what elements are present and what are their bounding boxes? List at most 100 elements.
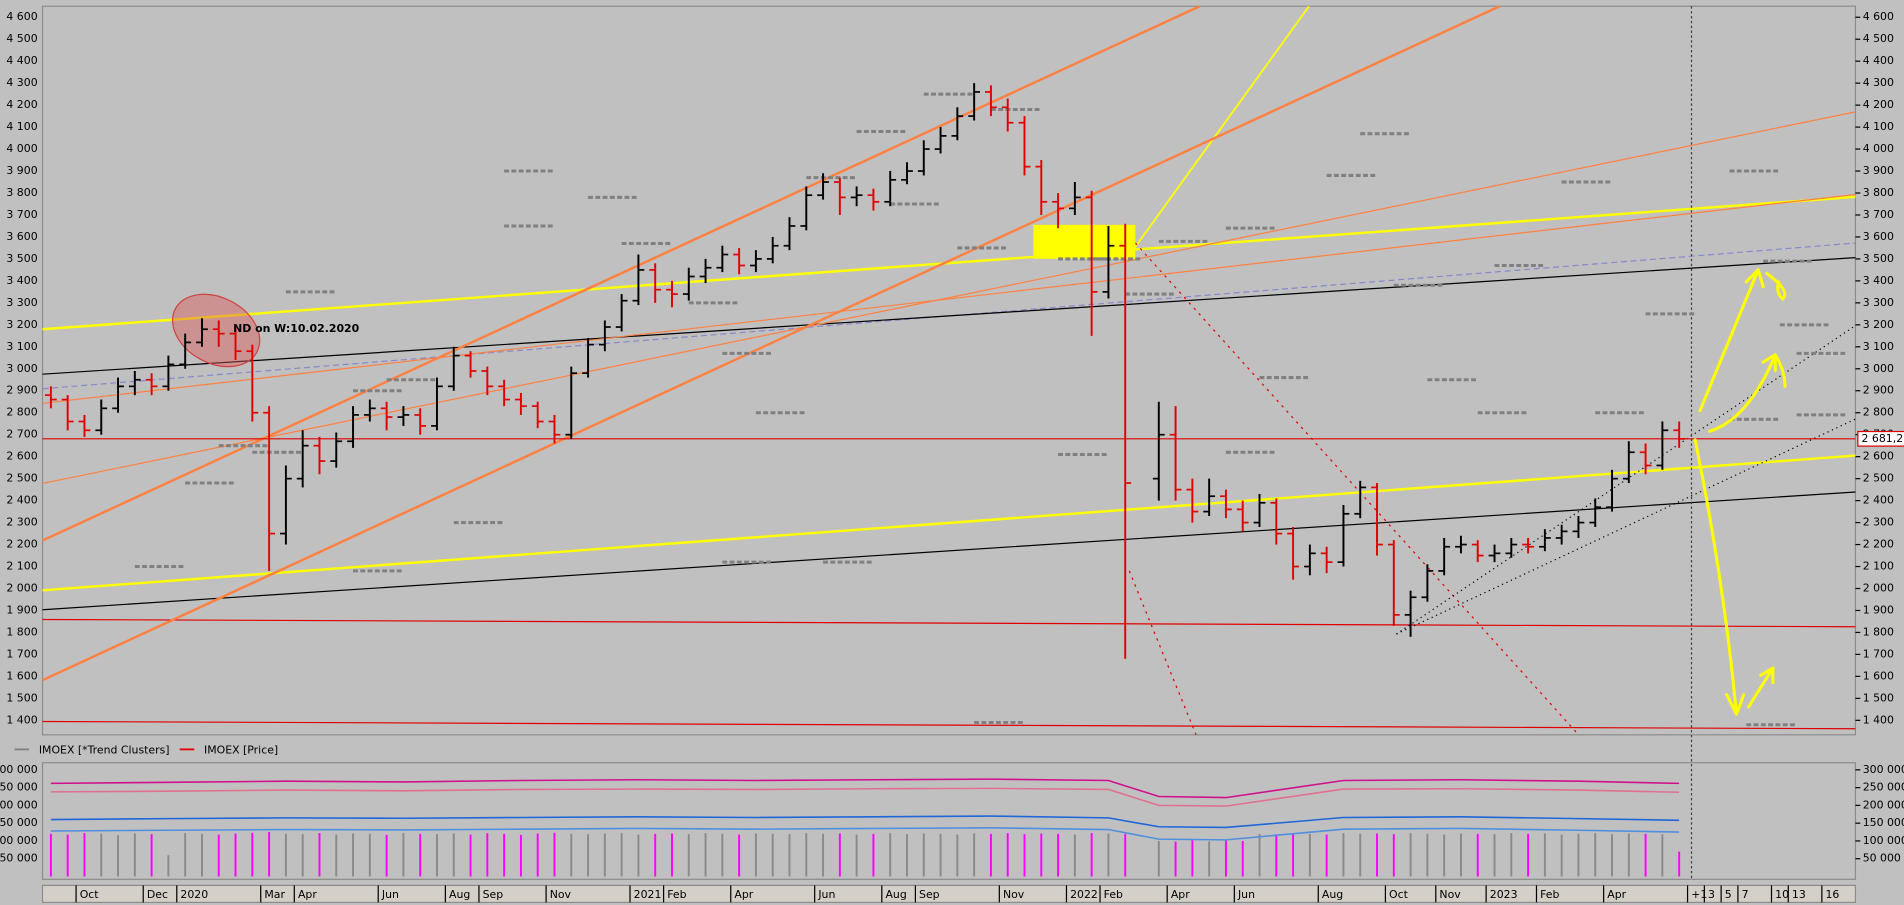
y-tick-label: 4 300 [1863, 76, 1894, 89]
y-tick-label: 2 700 [6, 428, 37, 441]
y-tick-label: 3 200 [6, 318, 37, 331]
support-line [42, 618, 1856, 628]
x-tick-label: Nov [1003, 888, 1025, 901]
y-tick-label: 2 100 [6, 560, 37, 573]
y-tick-label: 50 000 [0, 852, 38, 865]
y-tick-label: 50 000 [1863, 852, 1901, 865]
arrow [1693, 438, 1746, 716]
x-tick-label: Jun [381, 888, 399, 901]
support-line [42, 720, 1856, 730]
y-tick-label: 4 000 [6, 142, 37, 155]
x-tick-label: 13 [1792, 888, 1806, 901]
y-tick-label: 2 800 [6, 406, 37, 419]
y-tick-label: 3 300 [1863, 296, 1894, 309]
y-tick-label: 1 600 [6, 669, 37, 682]
highlight-box [1033, 224, 1136, 259]
trend-line [42, 257, 1856, 375]
y-tick-label: 1 800 [1863, 625, 1894, 638]
y-tick-label: 300 000 [1863, 763, 1904, 776]
y-tick-label: 3 600 [1863, 230, 1894, 243]
x-tick-label: 2023 [1490, 888, 1518, 901]
highlight-ellipse [171, 293, 261, 368]
arrow [1698, 268, 1765, 413]
x-tick-label: Oct [1389, 888, 1409, 901]
price-panel [41, 5, 1857, 736]
y-tick-label: 4 000 [1863, 142, 1894, 155]
y-tick-label: 2 200 [6, 538, 37, 551]
arrow [1708, 353, 1787, 433]
arrow [1747, 666, 1775, 709]
trend-line [42, 491, 1856, 611]
y-tick-label: 1 600 [1863, 669, 1894, 682]
y-tick-label: 1 400 [6, 713, 37, 726]
x-tick-label: Apr [1607, 888, 1626, 901]
y-tick-label: 2 500 [6, 472, 37, 485]
x-tick-label: Feb [1104, 888, 1123, 901]
indicator-line [50, 815, 1680, 829]
trend-line [42, 454, 1856, 592]
y-tick-label: 3 500 [1863, 252, 1894, 265]
x-tick-label: Dec [147, 888, 168, 901]
y-tick-label: 1 800 [6, 625, 37, 638]
indicator-panel [41, 762, 1857, 880]
x-tick-label: 3 [1708, 888, 1715, 901]
last-price-label: 2 681,2 [1862, 432, 1904, 445]
y-tick-label: 3 700 [6, 208, 37, 221]
x-tick-label: 7 [1742, 888, 1749, 901]
last-price-box [1857, 430, 1904, 447]
y-tick-label: 3 100 [6, 340, 37, 353]
y-tick-label: 3 400 [1863, 274, 1894, 287]
indicator-line [50, 827, 1680, 841]
arrow [1765, 271, 1787, 301]
x-tick-label: Apr [1171, 888, 1190, 901]
y-tick-label: 250 000 [1863, 781, 1904, 794]
y-tick-label: 1 500 [6, 691, 37, 704]
x-tick-label: Aug [1322, 888, 1343, 901]
y-tick-label: 2 500 [1863, 472, 1894, 485]
y-tick-label: 200 000 [0, 798, 38, 811]
y-tick-label: 4 600 [6, 10, 37, 23]
y-tick-label: 2 300 [1863, 516, 1894, 529]
y-tick-label: 200 000 [1863, 798, 1904, 811]
y-tick-label: 150 000 [1863, 816, 1904, 829]
legend-label: IMOEX [*Trend Clusters] [39, 744, 170, 757]
y-tick-label: 300 000 [0, 763, 38, 776]
y-tick-label: 3 200 [1863, 318, 1894, 331]
x-tick-label: +1 [1691, 888, 1707, 901]
y-tick-label: 3 900 [1863, 164, 1894, 177]
time-axis [41, 884, 1857, 903]
x-tick-label: Mar [264, 888, 285, 901]
y-tick-label: 3 500 [6, 252, 37, 265]
y-tick-label: 2 600 [6, 450, 37, 463]
y-tick-label: 4 300 [6, 76, 37, 89]
x-tick-label: Feb [1540, 888, 1559, 901]
y-tick-label: 150 000 [0, 816, 38, 829]
y-tick-label: 3 700 [1863, 208, 1894, 221]
annotation: ND on W:10.02.2020 [233, 322, 359, 335]
y-tick-label: 2 600 [1863, 450, 1894, 463]
y-tick-label: 3 000 [6, 362, 37, 375]
y-tick-label: 1 900 [6, 603, 37, 616]
x-tick-label: Sep [483, 888, 504, 901]
y-tick-label: 4 200 [1863, 98, 1894, 111]
y-tick-label: 2 200 [1863, 538, 1894, 551]
trend-line [42, 195, 1856, 331]
y-tick-label: 1 900 [1863, 603, 1894, 616]
y-tick-label: 4 400 [6, 54, 37, 67]
marks: 1 400 1 400 1 500 1 500 1 600 1 600 1 700 1 700… [0, 10, 1904, 903]
x-tick-label: Aug [449, 888, 470, 901]
y-tick-label: 2 900 [1863, 384, 1894, 397]
x-tick-label: Sep [919, 888, 940, 901]
trend-line [1128, 570, 1197, 736]
y-tick-label: 3 800 [6, 186, 37, 199]
x-tick-label: Jun [1237, 888, 1255, 901]
y-tick-label: 4 100 [1863, 120, 1894, 133]
y-tick-label: 3 600 [6, 230, 37, 243]
x-tick-label: 16 [1825, 888, 1839, 901]
x-tick-label: Feb [667, 888, 686, 901]
x-tick-label: Nov [550, 888, 572, 901]
y-tick-label: 3 000 [1863, 362, 1894, 375]
y-tick-label: 2 100 [1863, 560, 1894, 573]
y-tick-label: 3 300 [6, 296, 37, 309]
